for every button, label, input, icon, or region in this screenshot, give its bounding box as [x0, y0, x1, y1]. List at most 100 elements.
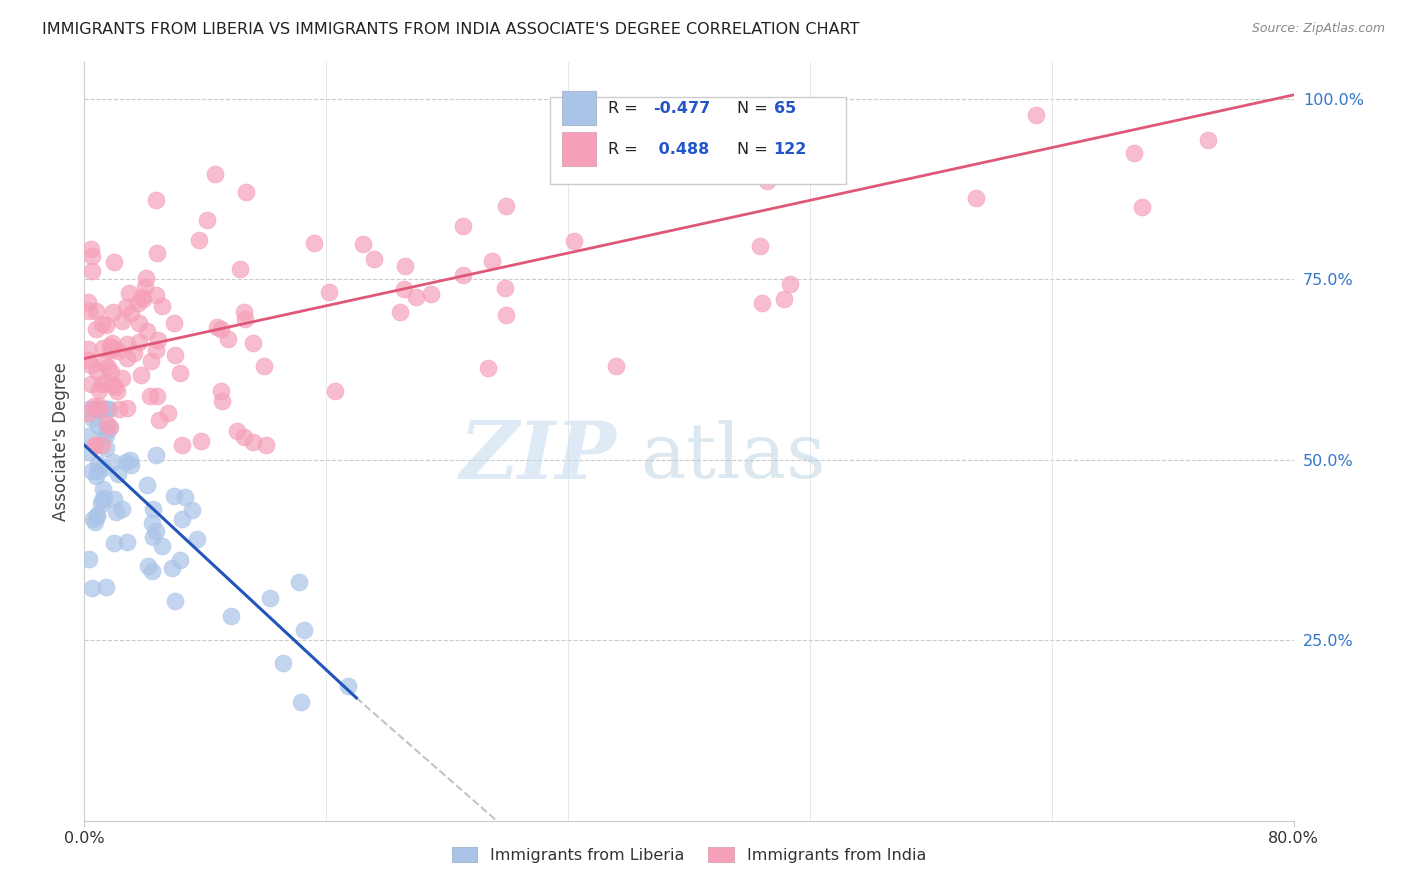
Point	[141, 516, 163, 531]
Point	[146, 246, 169, 260]
Point	[453, 268, 475, 282]
Point	[94, 426, 117, 441]
Point	[205, 319, 228, 334]
Point	[79, 303, 101, 318]
Text: 65: 65	[773, 101, 796, 116]
Point	[118, 285, 141, 300]
Point	[100, 365, 122, 379]
Point	[115, 534, 138, 549]
Point	[107, 344, 129, 359]
Point	[148, 413, 170, 427]
Point	[495, 308, 517, 322]
Point	[152, 299, 174, 313]
Point	[83, 515, 105, 529]
Point	[97, 421, 120, 435]
Point	[131, 368, 153, 383]
Text: R =: R =	[607, 142, 638, 157]
Point	[82, 412, 104, 426]
Point	[170, 512, 193, 526]
Point	[84, 303, 107, 318]
Point	[131, 290, 153, 304]
Point	[146, 333, 169, 347]
Text: Source: ZipAtlas.com: Source: ZipAtlas.com	[1251, 22, 1385, 36]
Point	[76, 428, 98, 442]
Point	[204, 167, 226, 181]
Point	[100, 343, 122, 357]
Point	[91, 482, 114, 496]
Point	[80, 464, 103, 478]
Point	[136, 558, 159, 573]
Point	[90, 497, 112, 511]
Point	[98, 339, 121, 353]
Point	[169, 366, 191, 380]
Point	[120, 306, 142, 320]
Point	[253, 359, 276, 374]
Point	[115, 401, 138, 415]
Point	[84, 469, 107, 483]
Point	[101, 378, 124, 392]
Point	[405, 290, 427, 304]
Point	[562, 234, 585, 248]
Point	[84, 438, 107, 452]
Point	[142, 530, 165, 544]
Point	[756, 173, 779, 187]
Point	[83, 438, 105, 452]
Point	[779, 277, 801, 291]
Point	[89, 402, 111, 417]
Point	[288, 574, 311, 589]
Point	[101, 335, 124, 350]
Point	[77, 444, 100, 458]
Point	[145, 194, 167, 208]
Point	[86, 508, 108, 523]
Text: N =: N =	[737, 142, 768, 157]
Point	[1132, 200, 1154, 214]
Point	[290, 695, 312, 709]
Bar	[562, 91, 596, 126]
Point	[84, 402, 107, 417]
Point	[90, 493, 112, 508]
Point	[187, 233, 209, 247]
Point	[165, 594, 187, 608]
Point	[111, 314, 134, 328]
Point	[98, 420, 121, 434]
Point	[111, 371, 134, 385]
Point	[77, 295, 100, 310]
Point	[138, 388, 160, 402]
Point	[232, 430, 254, 444]
Point	[225, 424, 247, 438]
Point	[104, 505, 127, 519]
Point	[145, 448, 167, 462]
Text: 0.488: 0.488	[652, 142, 709, 157]
Point	[103, 492, 125, 507]
Point	[135, 324, 157, 338]
Point	[87, 457, 110, 471]
Point	[135, 478, 157, 492]
Point	[170, 438, 193, 452]
Point	[101, 305, 124, 319]
Point	[115, 336, 138, 351]
Point	[211, 393, 233, 408]
Point	[76, 406, 98, 420]
Point	[131, 292, 153, 306]
Point	[94, 318, 117, 332]
Point	[209, 384, 232, 398]
Point	[219, 609, 242, 624]
Point	[363, 252, 385, 266]
Text: atlas: atlas	[641, 420, 825, 493]
Point	[101, 341, 124, 355]
Point	[145, 288, 167, 302]
Point	[259, 591, 281, 605]
Point	[91, 376, 114, 391]
Point	[96, 417, 118, 431]
Point	[80, 581, 103, 595]
Point	[94, 428, 117, 442]
Point	[104, 380, 127, 394]
Text: 122: 122	[773, 142, 807, 157]
Legend: Immigrants from Liberia, Immigrants from India: Immigrants from Liberia, Immigrants from…	[446, 840, 932, 870]
Point	[965, 191, 987, 205]
Point	[453, 219, 475, 233]
Point	[96, 402, 118, 417]
Point	[127, 296, 149, 310]
Point	[115, 455, 138, 469]
Point	[1123, 145, 1146, 160]
